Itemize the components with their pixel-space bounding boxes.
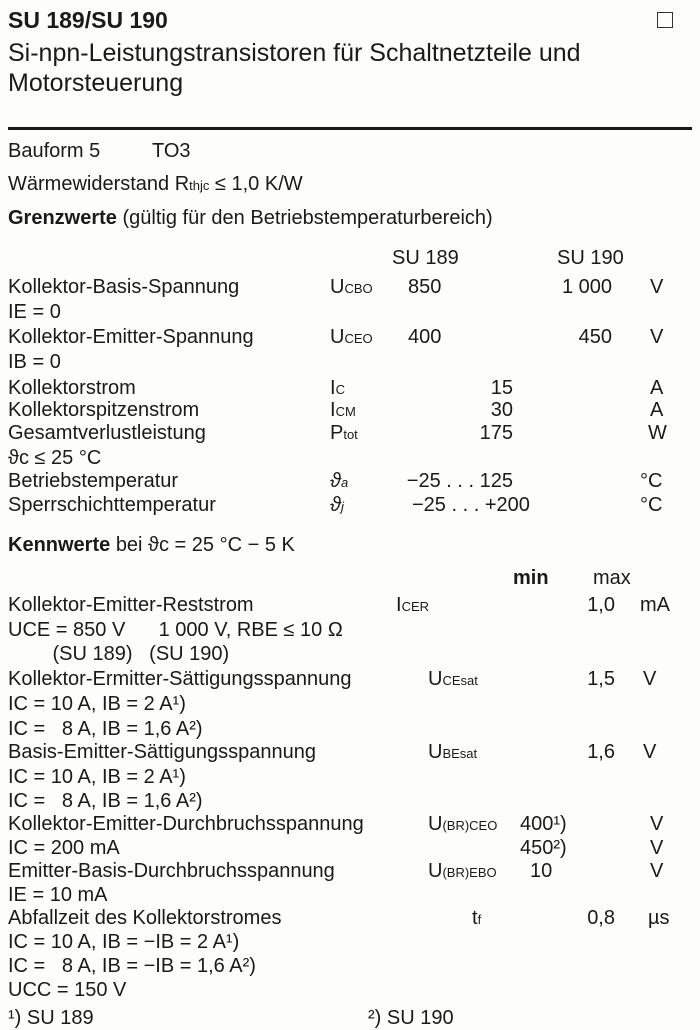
limit-unit: °C bbox=[640, 470, 663, 492]
col-min: min bbox=[513, 567, 549, 589]
divider bbox=[8, 127, 692, 130]
limit-name: Gesamtverlustleistung bbox=[8, 422, 206, 444]
checkbox-icon bbox=[657, 12, 673, 28]
limit-value-su190: 1 000 bbox=[561, 276, 612, 298]
char-condition: IE = 10 mA bbox=[8, 884, 108, 906]
limit-unit: V bbox=[650, 276, 664, 298]
char-name: Kollektor-Emitter-Reststrom bbox=[8, 594, 254, 616]
char-max: 1,5 bbox=[587, 668, 615, 690]
characteristics-heading-note: bei ϑc = 25 °C − 5 K bbox=[115, 534, 295, 556]
limits-heading-note: (gültig für den Betriebstemperaturbereic… bbox=[122, 207, 493, 229]
thermal-sub: thjc bbox=[189, 178, 210, 193]
col-su189: SU 189 bbox=[392, 247, 459, 269]
limit-unit: A bbox=[650, 399, 664, 421]
char-condition: IC = 8 A, IB = 1,6 A²) bbox=[8, 718, 203, 740]
char-unit: V bbox=[650, 860, 664, 882]
limit-name: Kollektor-Basis-Spannung bbox=[8, 276, 240, 298]
limit-value: −25 . . . 125 bbox=[406, 470, 513, 492]
subtitle-line-1: Si-npn-Leistungstransistoren für Schaltn… bbox=[8, 39, 581, 67]
limit-value: 30 bbox=[490, 399, 513, 421]
thermal-label: Wärmewiderstand R bbox=[8, 173, 190, 195]
characteristics-heading: Kennwerte bei ϑc = 25 °C − 5 K bbox=[8, 533, 295, 557]
char-condition: IC = 10 A, IB = 2 A¹) bbox=[8, 693, 186, 715]
char-max: 0,8 bbox=[587, 907, 615, 929]
limits-heading-text: Grenzwerte bbox=[8, 207, 117, 229]
limits-heading: Grenzwerte (gültig für den Betriebstempe… bbox=[8, 206, 493, 230]
limit-value-su190: 450 bbox=[578, 326, 612, 348]
char-symbol: UBEsat bbox=[428, 741, 478, 763]
char-unit: mA bbox=[640, 594, 670, 616]
limit-symbol: UCBO bbox=[330, 276, 373, 298]
char-max: 1,6 bbox=[587, 741, 615, 763]
char-unit: V bbox=[650, 837, 664, 859]
limit-condition: IB = 0 bbox=[8, 351, 61, 373]
package-label: TO3 bbox=[152, 140, 191, 162]
limit-symbol: ϑa bbox=[330, 470, 349, 492]
limit-name: Sperrschichttemperatur bbox=[8, 494, 216, 516]
limit-symbol: ICM bbox=[330, 399, 356, 421]
limit-unit: °C bbox=[640, 494, 663, 516]
bauform-label: Bauform 5 bbox=[8, 140, 101, 162]
char-condition: IC = 10 A, IB = −IB = 2 A¹) bbox=[8, 931, 240, 953]
char-min: 10 bbox=[530, 860, 553, 882]
char-symbol: ICER bbox=[396, 594, 430, 616]
col-su190: SU 190 bbox=[557, 247, 624, 269]
char-symbol: tf bbox=[472, 907, 482, 929]
char-name: Emitter-Basis-Durchbruchsspannung bbox=[8, 860, 335, 882]
char-unit: V bbox=[650, 813, 664, 835]
footnote-2: ²) SU 190 bbox=[368, 1007, 454, 1029]
limit-symbol: UCEO bbox=[330, 326, 373, 348]
char-unit: V bbox=[643, 741, 657, 763]
characteristics-heading-text: Kennwerte bbox=[8, 534, 111, 556]
char-condition: IC = 8 A, IB = −IB = 1,6 A²) bbox=[8, 955, 256, 977]
char-condition: IC = 200 mA bbox=[8, 837, 120, 859]
limit-symbol: Ptot bbox=[330, 422, 358, 444]
char-name: Abfallzeit des Kollektorstromes bbox=[8, 907, 282, 929]
col-max: max bbox=[593, 567, 631, 589]
char-symbol: U(BR)CEO bbox=[428, 813, 498, 835]
limit-unit: V bbox=[650, 326, 664, 348]
char-symbol: UCEsat bbox=[428, 668, 478, 690]
limit-name: Betriebstemperatur bbox=[8, 470, 179, 492]
char-condition: (SU 189) (SU 190) bbox=[8, 643, 230, 665]
char-condition: UCE = 850 V 1 000 V, RBE ≤ 10 Ω bbox=[8, 619, 343, 641]
char-max: 1,0 bbox=[587, 594, 615, 616]
char-name: Basis-Emitter-Sättigungsspannung bbox=[8, 741, 316, 763]
char-min: 400¹) bbox=[520, 813, 567, 835]
char-name: Kollektor-Ermitter-Sättigungsspannung bbox=[8, 668, 352, 690]
limit-name: Kollektorspitzenstrom bbox=[8, 399, 200, 421]
limit-name: Kollektor-Emitter-Spannung bbox=[8, 326, 254, 348]
limit-value: −25 . . . +200 bbox=[412, 494, 530, 516]
limit-symbol: ϑj bbox=[330, 494, 344, 516]
limit-value: 175 bbox=[479, 422, 513, 444]
limit-symbol: IC bbox=[330, 377, 345, 399]
footnote-1: ¹) SU 189 bbox=[8, 1007, 94, 1029]
limit-value-su189: 400 bbox=[408, 326, 442, 348]
char-min-su190: 450²) bbox=[520, 837, 567, 859]
thermal-resistance: Wärmewiderstand Rthjc ≤ 1,0 K/W bbox=[8, 172, 303, 198]
limit-unit: W bbox=[648, 422, 667, 444]
char-unit: µs bbox=[648, 907, 670, 929]
limit-condition: ϑc ≤ 25 °C bbox=[8, 447, 102, 469]
limit-unit: A bbox=[650, 377, 664, 399]
limit-value: 15 bbox=[490, 377, 513, 399]
limit-condition: IE = 0 bbox=[8, 301, 61, 323]
page-title: SU 189/SU 190 bbox=[8, 7, 168, 33]
char-condition: IC = 8 A, IB = 1,6 A²) bbox=[8, 790, 203, 812]
char-name: Kollektor-Emitter-Durchbruchsspannung bbox=[8, 813, 364, 835]
char-condition: IC = 10 A, IB = 2 A¹) bbox=[8, 766, 186, 788]
limit-name: Kollektorstrom bbox=[8, 377, 136, 399]
thermal-value: ≤ 1,0 K/W bbox=[214, 173, 303, 195]
subtitle-line-2: Motorsteuerung bbox=[8, 69, 184, 97]
limit-value-su189: 850 bbox=[408, 276, 442, 298]
char-symbol: U(BR)EBO bbox=[428, 860, 497, 882]
char-unit: V bbox=[643, 668, 657, 690]
char-condition: UCC = 150 V bbox=[8, 979, 127, 1001]
